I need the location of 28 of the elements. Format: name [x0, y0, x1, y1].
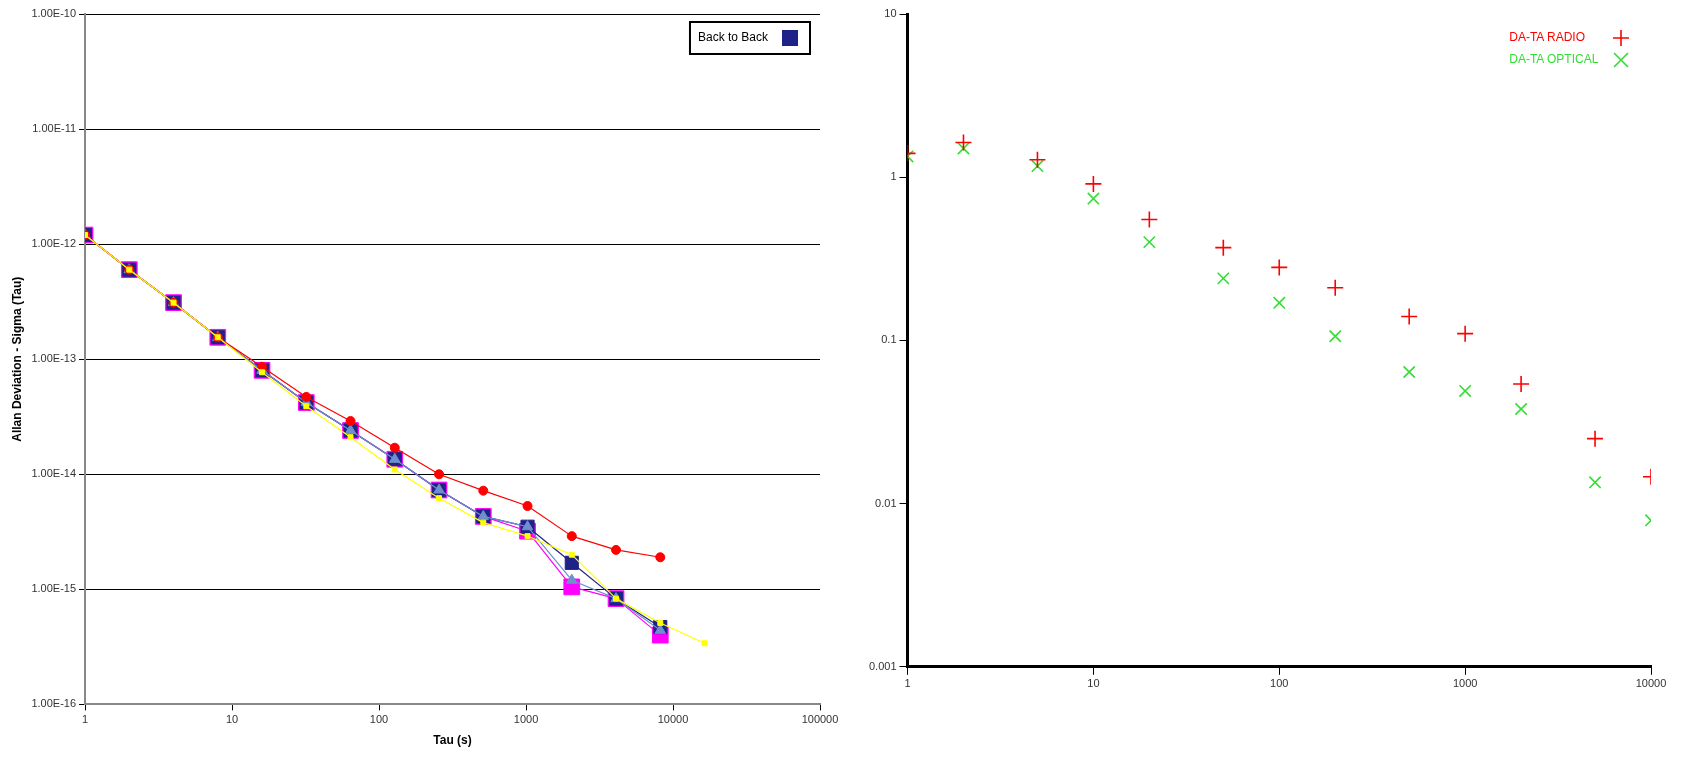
x-tick-label: 10000	[657, 713, 689, 726]
y-tick-label: 1.00E-10	[31, 7, 77, 20]
y-tick-label: 0.001	[869, 659, 897, 672]
x-tick-label: 1000	[1452, 677, 1478, 690]
y-tick-label: 1.00E-12	[31, 237, 77, 250]
y-axis-title: Allan Deviation - Sigma (Tau)	[9, 276, 24, 442]
legend-label: Back to Back	[697, 30, 769, 45]
y-tick-label: 1.00E-11	[32, 122, 77, 135]
x-tick-label: 10000	[1635, 677, 1667, 690]
y-tick-label: 1.00E-16	[31, 697, 77, 710]
y-tick-label: 0.1	[881, 333, 897, 346]
x-tick-label: 100	[1270, 677, 1289, 690]
y-tick-label: 1	[890, 170, 897, 183]
legend-label: DA-TA OPTICAL	[1509, 52, 1599, 67]
x-tick-label: 1000	[513, 713, 539, 726]
y-tick-label: 10	[884, 7, 897, 20]
x-tick-label: 1	[904, 677, 911, 690]
y-tick-label: 1.00E-14	[31, 467, 77, 480]
y-tick-label: 0.01	[875, 496, 897, 509]
x-tick-label: 10	[225, 713, 239, 726]
x-tick-label: 1	[81, 713, 89, 726]
y-tick-label: 1.00E-13	[31, 352, 77, 365]
y-tick-label: 1.00E-15	[31, 582, 77, 595]
x-axis-title: Tau (s)	[433, 733, 472, 748]
x-tick-label: 100000	[801, 713, 839, 726]
legend-label: DA-TA RADIO	[1509, 30, 1586, 45]
x-tick-label: 100	[369, 713, 389, 726]
x-tick-label: 10	[1087, 677, 1100, 690]
